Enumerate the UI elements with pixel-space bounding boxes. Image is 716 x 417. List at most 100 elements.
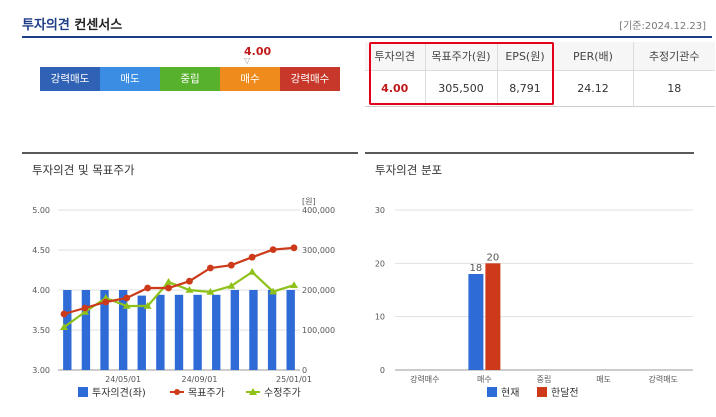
- right-panel-title: 투자의견 분포: [375, 163, 443, 177]
- left-axis-tick: 3.00: [32, 366, 50, 375]
- opinion-bar: [156, 294, 165, 370]
- title-consensus: 컨센서스: [74, 18, 123, 33]
- adjusted-price-point: [290, 281, 298, 288]
- opinion-target-chart: 5.00 4.50 4.00 3.50 3.00 400,000 300,000 200,00…: [32, 197, 335, 399]
- cell-eps: 8,791: [496, 70, 553, 106]
- target-price-point: [144, 284, 152, 292]
- adjusted-price-point: [269, 287, 278, 295]
- legend-label-opinion: 투자의견(좌): [92, 387, 146, 399]
- legend-label-month-ago: 한달전: [551, 387, 579, 399]
- category-label: 매도: [596, 375, 611, 384]
- title-opinion: 투자의견: [22, 18, 70, 33]
- opinion-scale: 강력매도 매도 중립 매수 강력매수: [40, 67, 340, 91]
- left-axis-tick: 5.00: [32, 206, 50, 215]
- scale-buy: 매수: [220, 67, 280, 91]
- adjusted-price-point: [248, 268, 257, 275]
- col-analyst-count: 추정기관수: [632, 42, 715, 71]
- category-label: 강력매수: [410, 374, 439, 384]
- cell-target-price: 305,500: [424, 70, 497, 106]
- right-axis-unit: [원]: [302, 197, 316, 206]
- highlight-box: [369, 42, 554, 105]
- adjusted-price-point: [227, 282, 236, 289]
- opinion-bar: [193, 294, 202, 370]
- cell-analyst-count: 18: [632, 70, 715, 106]
- legend-label-adjusted: 수정주가: [264, 387, 301, 399]
- table-header-row: 투자의견 목표주가(원) EPS(원) PER(배) 추정기관수: [365, 42, 715, 71]
- target-price-point: [186, 277, 193, 285]
- left-axis-tick: 4.50: [32, 246, 50, 255]
- scale-marker-icon: ▽: [244, 56, 251, 65]
- col-per: PER(배): [552, 42, 633, 71]
- consensus-table: 투자의견 목표주가(원) EPS(원) PER(배) 추정기관수 4.00 30…: [365, 42, 715, 106]
- legend-swatch-current: [487, 387, 497, 397]
- legend-marker-adjusted: [249, 388, 257, 395]
- col-eps: EPS(원): [496, 42, 553, 71]
- legend-label-target: 목표주가: [188, 387, 225, 399]
- category-label: 강력매도: [648, 374, 677, 384]
- y-axis-tick: 10: [375, 313, 385, 322]
- right-axis-tick: 400,000: [302, 206, 335, 215]
- right-axis-tick: 100,000: [302, 326, 335, 335]
- adjusted-price-point: [164, 278, 173, 285]
- col-target-price: 목표주가(원): [424, 42, 497, 71]
- scale-sell: 매도: [100, 67, 160, 91]
- table-row: 4.00 305,500 8,791 24.12 18: [365, 70, 715, 106]
- opinion-bar: [212, 294, 221, 370]
- opinion-bar: [81, 290, 91, 370]
- adjusted-price-point: [185, 286, 194, 293]
- x-axis-tick: 24/05/01: [105, 375, 141, 384]
- adjusted-price-point: [60, 323, 68, 330]
- x-axis-tick: 25/01/01: [276, 375, 312, 384]
- target-price-point: [269, 246, 277, 253]
- header-divider: [22, 36, 712, 38]
- target-price-line: [63, 246, 295, 316]
- cell-per: 24.12: [552, 70, 633, 106]
- opinion-bar: [286, 290, 295, 370]
- opinion-bar: [249, 290, 258, 370]
- current-bar: [468, 274, 484, 370]
- bar-data-label: 20: [487, 252, 500, 263]
- adjusted-price-point: [206, 288, 215, 295]
- legend-swatch-opinion: [78, 387, 88, 397]
- left-axis-tick: 3.50: [32, 326, 50, 335]
- right-panel-rule: [365, 152, 694, 154]
- scale-current-value: 4.00: [244, 45, 272, 58]
- base-date: [기준:2024.12.23]: [619, 21, 706, 32]
- opinion-bar: [118, 290, 128, 370]
- target-price-point: [123, 294, 131, 302]
- adjusted-price-point: [122, 302, 131, 309]
- adjusted-price-point: [101, 294, 110, 301]
- target-price-point: [81, 304, 89, 312]
- legend-swatch-month-ago: [537, 387, 547, 397]
- target-price-point: [206, 264, 214, 272]
- cell-opinion: 4.00: [381, 81, 409, 95]
- left-panel-title: 투자의견 및 목표주가: [32, 163, 135, 177]
- right-axis-tick: 300,000: [302, 246, 335, 255]
- scale-neutral: 중립: [160, 67, 220, 91]
- y-axis-tick: 0: [380, 366, 385, 375]
- right-axis-tick: 200,000: [302, 286, 335, 295]
- opinion-bar: [174, 294, 184, 370]
- table-bottom-border: [365, 106, 715, 107]
- target-price-point: [248, 253, 256, 261]
- category-label: 매수: [477, 375, 492, 384]
- section-title: 투자의견 컨센서스: [22, 14, 122, 33]
- target-price-point: [60, 310, 68, 318]
- left-panel-rule: [22, 152, 358, 154]
- target-price-point: [290, 244, 298, 252]
- x-axis-tick: 24/09/01: [182, 375, 218, 384]
- opinion-bar: [100, 290, 109, 370]
- target-price-point: [227, 261, 235, 269]
- col-opinion: 투자의견: [365, 42, 425, 71]
- scale-strong-buy: 강력매수: [280, 67, 340, 91]
- category-label: 중립: [537, 375, 552, 384]
- bar-data-label: 18: [470, 263, 483, 274]
- scale-strong-sell: 강력매도: [40, 67, 100, 91]
- target-price-point: [102, 298, 110, 306]
- y-axis-tick: 30: [375, 206, 385, 215]
- legend-marker-target: [174, 389, 180, 395]
- month-ago-bar: [485, 263, 501, 370]
- adjusted-price-point: [143, 302, 152, 309]
- legend-label-current: 현재: [501, 387, 519, 399]
